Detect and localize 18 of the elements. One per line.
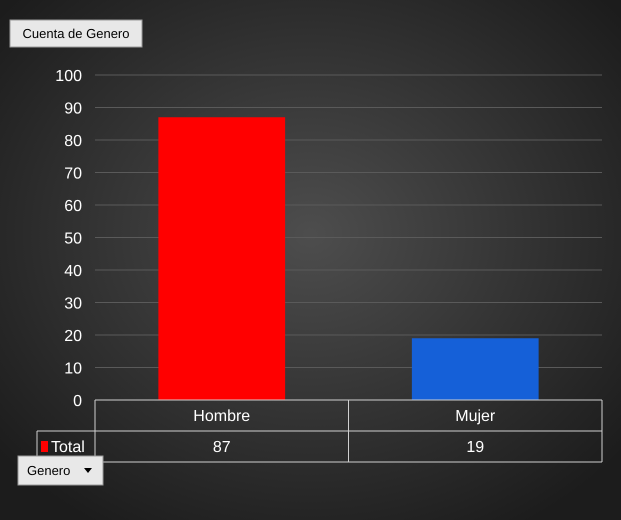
y-tick-label: 100	[55, 68, 82, 85]
y-tick-label: 30	[64, 296, 82, 312]
y-tick-label: 40	[64, 263, 82, 280]
y-tick-label: 50	[64, 230, 82, 248]
legend-label: Total	[51, 439, 85, 456]
x-tick-label: Mujer	[455, 408, 496, 425]
data-label: 87	[212, 439, 231, 456]
y-tick-label: 70	[64, 166, 82, 182]
x-tick-label: Hombre	[193, 408, 250, 425]
x-axis-title: Genero	[27, 463, 70, 478]
chart-title: Cuenta de Genero	[22, 26, 130, 41]
y-tick-label: 20	[64, 328, 82, 345]
y-tick-label: 0	[73, 393, 82, 410]
y-tick-label: 60	[64, 198, 82, 215]
y-tick-label: 80	[64, 133, 82, 150]
data-label: 19	[466, 439, 484, 456]
y-tick-label: 10	[64, 360, 82, 378]
y-tick-label: 90	[64, 100, 82, 118]
